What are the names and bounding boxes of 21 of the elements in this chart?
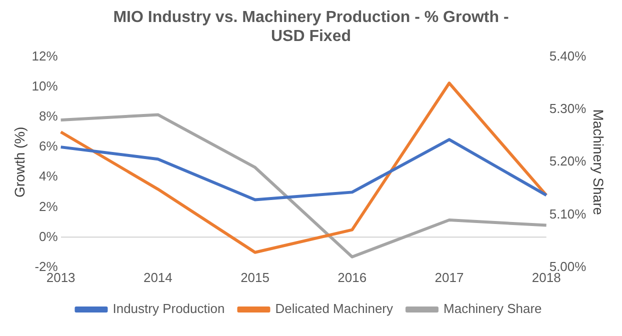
- y2-tick-label: 5.40%: [549, 48, 587, 64]
- legend-label: Industry Production: [112, 301, 225, 316]
- x-tick-label: 2014: [143, 270, 172, 285]
- x-tick-label: 2015: [240, 270, 270, 285]
- legend-label: Machinery Share: [444, 301, 542, 316]
- y-tick-label: 8%: [39, 108, 58, 124]
- y2-tick-label: 5.30%: [549, 101, 587, 116]
- y-tick-label: 0%: [39, 228, 58, 244]
- y2-axis-title: Machinery Share: [590, 109, 607, 216]
- y-tick-label: 12%: [32, 48, 58, 64]
- legend-label: Delicated Machinery: [275, 301, 394, 316]
- y-tick-label: 10%: [32, 78, 58, 94]
- y2-tick-label: 5.10%: [549, 206, 587, 222]
- y-tick-label: 2%: [39, 198, 58, 214]
- y-axis-title: Growth (%): [11, 126, 28, 198]
- y-tick-label: 6%: [39, 138, 58, 154]
- chart-title: MIO Industry vs. Machinery Production - % Growth - USD Fixed: [112, 8, 510, 46]
- x-tick-label: 2017: [434, 270, 464, 285]
- y-tick-label: 4%: [39, 168, 58, 184]
- y2-tick-label: 5.20%: [549, 154, 587, 169]
- x-tick-label: 2016: [338, 270, 367, 285]
